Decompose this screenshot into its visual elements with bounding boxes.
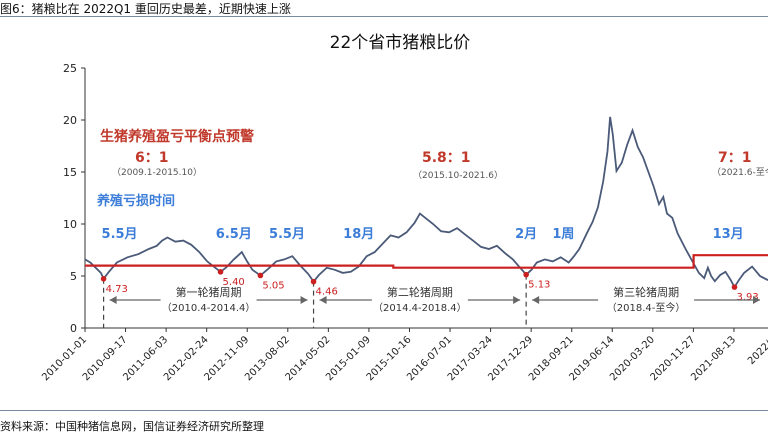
minimum-point xyxy=(731,284,738,290)
minimum-point xyxy=(523,271,529,278)
minimum-label: 4.46 xyxy=(316,287,338,298)
loss-duration: 6.5月 xyxy=(216,227,252,242)
y-tick-label: 15 xyxy=(63,166,77,179)
ratio-1: 6：1 xyxy=(135,150,168,166)
x-tick-label: 2022/4 xyxy=(746,334,768,367)
cycle-arrowhead-right xyxy=(513,296,521,304)
chart-title: 22个省市猪粮比价 xyxy=(330,33,471,53)
ratio-2: 5.8：1 xyxy=(422,150,471,166)
minimum-label: 5.40 xyxy=(223,277,245,288)
loss-duration: 18月 xyxy=(343,227,374,242)
cycle-arrowhead-right xyxy=(300,296,308,304)
minimum-point xyxy=(217,269,224,275)
range-3: （2021.6-至今 xyxy=(712,166,768,178)
minimum-point xyxy=(257,272,264,279)
minimum-label: 5.13 xyxy=(528,280,550,291)
bottom-rule xyxy=(0,410,768,411)
loss-duration: 1周 xyxy=(552,227,574,242)
cycle-range: （2014.4-2018.4） xyxy=(373,302,467,314)
loss-duration: 5.5月 xyxy=(269,227,305,242)
annotations: 生猪养殖盈亏平衡点预警 6：1 （2009.1-2015.10） 5.8：1 （… xyxy=(96,128,768,328)
range-2: （2015.10-2021.6） xyxy=(413,170,503,181)
minimum-label: 3.93 xyxy=(737,292,759,303)
figure-caption: 图6：猪粮比在 2022Q1 重回历史最差，近期快速上涨 xyxy=(0,2,291,16)
minimum-label: 5.05 xyxy=(262,280,284,291)
series-lines xyxy=(84,116,768,289)
source-note: 资料来源：中国种猪信息网，国信证券经济研究所整理 xyxy=(0,420,264,433)
loss-duration: 5.5月 xyxy=(102,227,138,242)
y-tick-label: 10 xyxy=(63,218,77,231)
y-tick-label: 5 xyxy=(70,270,77,283)
warning-title: 生猪养殖盈亏平衡点预警 xyxy=(100,128,254,145)
range-1: （2009.1-2015.10） xyxy=(112,167,202,178)
y-tick-label: 20 xyxy=(63,114,77,127)
cycle-range: （2010.4-2014.4） xyxy=(162,302,256,314)
loss-duration: 13月 xyxy=(713,227,744,242)
cycle-range: （2018.4-至今） xyxy=(607,301,686,314)
cycle-arrowhead-right xyxy=(753,296,760,304)
loss-title: 养殖亏损时间 xyxy=(96,193,175,209)
cycle-name: 第三轮猪周期 xyxy=(613,285,679,299)
breakeven-threshold-line xyxy=(85,254,768,269)
ratio-series-line xyxy=(84,116,768,289)
minimum-point xyxy=(310,278,317,285)
ratio-3: 7：1 xyxy=(718,150,751,166)
top-rule xyxy=(0,16,768,17)
y-tick-label: 0 xyxy=(70,322,77,335)
cycle-arrowhead-left xyxy=(109,296,117,304)
cycle-name: 第二轮猪周期 xyxy=(387,285,453,299)
loss-duration: 2月 xyxy=(515,227,537,242)
cycle-name: 第一轮猪周期 xyxy=(176,285,242,299)
cycle-arrowhead-left xyxy=(532,296,540,304)
minimum-point xyxy=(100,276,107,282)
cycle-arrowhead-left xyxy=(319,296,327,304)
axes: 05101520252010-01-012010-09-172011-06-03… xyxy=(40,62,768,383)
y-tick-label: 25 xyxy=(63,62,77,75)
minimum-label: 4.73 xyxy=(106,284,128,295)
